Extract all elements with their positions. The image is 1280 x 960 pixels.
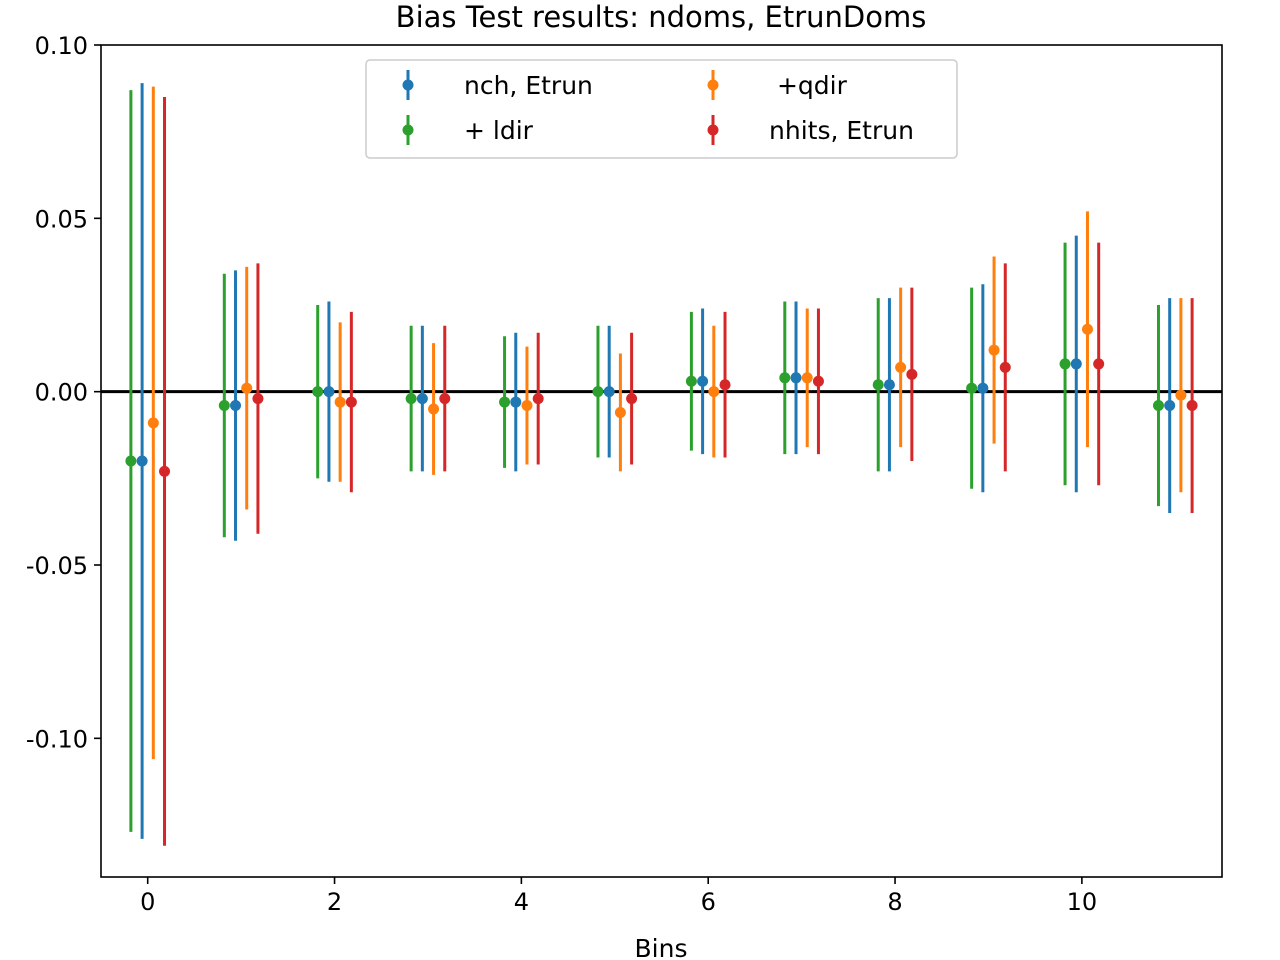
data-point — [405, 393, 417, 405]
data-point — [241, 382, 253, 394]
data-point — [603, 386, 615, 398]
data-point — [1186, 400, 1198, 412]
legend-label: nhits, Etrun — [769, 116, 914, 145]
plot-frame — [100, 44, 1223, 878]
legend-item: + ldir — [402, 115, 534, 145]
y-tick-label: 0.10 — [35, 32, 88, 60]
data-point — [801, 372, 813, 384]
data-point — [872, 379, 884, 391]
data-point — [719, 379, 731, 391]
data-point — [1070, 358, 1082, 370]
data-point — [779, 372, 791, 384]
data-point — [895, 361, 907, 373]
x-tick-label: 2 — [327, 888, 342, 916]
data-point — [1164, 400, 1176, 412]
chart-title: Bias Test results: ndoms, EtrunDoms — [396, 0, 927, 34]
legend-label: + ldir — [464, 116, 534, 145]
data-point — [708, 386, 720, 398]
legend: nch, Etrun + ldir +qdir nhits, Etrun — [365, 59, 958, 159]
data-point — [334, 396, 346, 408]
y-tick-label: 0.05 — [35, 205, 88, 233]
axes: 0 2 4 6 8 10 -0.10 -0.05 0.00 0.05 0.10 — [26, 32, 1097, 916]
data-point — [510, 396, 522, 408]
x-tick-label: 0 — [140, 888, 155, 916]
data-point — [592, 386, 604, 398]
data-point — [532, 393, 544, 405]
data-point — [614, 406, 626, 418]
data-point — [416, 393, 428, 405]
data-point — [499, 396, 511, 408]
legend-box — [365, 59, 958, 159]
legend-swatch-point — [707, 79, 719, 91]
data-point — [159, 465, 171, 477]
y-tick-label: -0.10 — [26, 725, 88, 753]
legend-item: nhits, Etrun — [707, 115, 914, 145]
data-point — [906, 368, 918, 380]
data-point — [697, 375, 709, 387]
data-point — [685, 375, 697, 387]
data-point — [428, 403, 440, 415]
legend-swatch-point — [402, 79, 414, 91]
series-2 — [147, 86, 1187, 760]
y-tick-label: 0.00 — [35, 379, 88, 407]
data-point — [999, 361, 1011, 373]
data-point — [1059, 358, 1071, 370]
data-point — [883, 379, 895, 391]
data-point — [312, 386, 324, 398]
x-tick-label: 10 — [1067, 888, 1098, 916]
x-axis-label: Bins — [635, 934, 688, 960]
series-1 — [136, 83, 1176, 839]
legend-swatch-point — [402, 124, 414, 136]
legend-label: +qdir — [769, 71, 848, 100]
data-point — [439, 393, 451, 405]
data-point — [790, 372, 802, 384]
data-point — [230, 400, 242, 412]
plot-area — [101, 83, 1222, 846]
legend-item: +qdir — [707, 70, 848, 100]
data-point — [812, 375, 824, 387]
data-point — [252, 393, 264, 405]
data-point — [977, 382, 989, 394]
data-point — [1093, 358, 1105, 370]
legend-item: nch, Etrun — [402, 70, 593, 100]
data-point — [218, 400, 230, 412]
legend-swatch-point — [707, 124, 719, 136]
y-tick-label: -0.05 — [26, 552, 88, 580]
legend-label: nch, Etrun — [464, 71, 593, 100]
x-tick-label: 8 — [887, 888, 902, 916]
data-point — [626, 393, 638, 405]
data-point — [345, 396, 357, 408]
data-point — [136, 455, 148, 467]
data-point — [323, 386, 335, 398]
data-point — [521, 400, 533, 412]
x-tick-label: 4 — [514, 888, 529, 916]
data-point — [1175, 389, 1187, 401]
data-point — [1152, 400, 1164, 412]
data-point — [966, 382, 978, 394]
data-point — [988, 344, 1000, 356]
series-0 — [125, 90, 1164, 832]
data-point — [1081, 323, 1093, 335]
data-point — [125, 455, 137, 467]
x-tick-label: 6 — [701, 888, 716, 916]
series-3 — [159, 97, 1198, 846]
data-point — [147, 417, 159, 429]
